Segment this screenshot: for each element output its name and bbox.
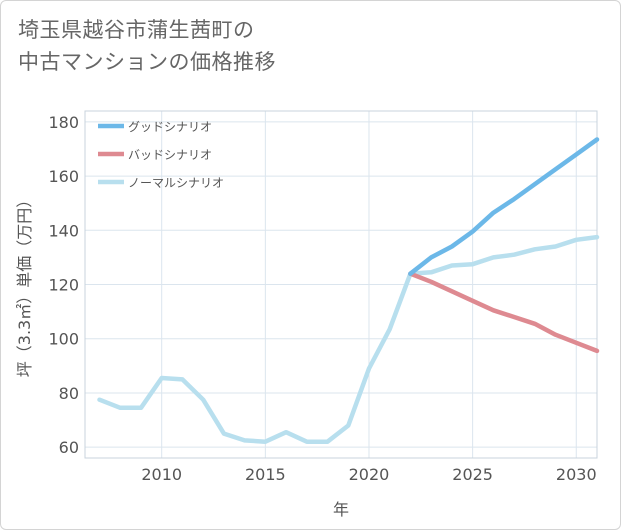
chart-title-line1: 埼玉県越谷市蒲生茜町の [18,18,255,42]
y-tick-label: 80 [59,384,79,403]
y-tick-label: 180 [48,113,79,132]
series-line-2 [97,234,600,444]
legend-label-0: グッドシナリオ [128,120,212,134]
chart-title: 埼玉県越谷市蒲生茜町の 中古マンションの価格推移 [18,14,276,78]
legend-label-2: ノーマルシナリオ [128,176,224,190]
plot-border [84,110,598,459]
y-tick-label: 100 [48,330,79,349]
y-tick-label: 60 [59,438,79,457]
x-axis-label: 年 [333,500,349,519]
x-tick-label: 2030 [556,465,597,484]
series-line-0 [408,137,600,276]
grid-lines [85,111,597,458]
y-tick-label: 120 [48,276,79,295]
series-group [97,137,600,444]
y-tick-label: 160 [48,167,79,186]
x-tick-label: 2025 [452,465,493,484]
axis-ticks: 2010 2015 2020 2025 2030 60 80 100 120 140 160 180 [48,113,596,484]
series-line-1 [408,271,600,354]
x-tick-label: 2020 [349,465,390,484]
x-tick-label: 2010 [141,465,182,484]
legend-label-1: バッドシナリオ [128,148,212,162]
y-tick-label: 140 [48,221,79,240]
x-tick-label: 2015 [245,465,286,484]
y-axis-label: 坪（3.3㎡）単価（万円） [15,192,34,377]
chart-title-line2: 中古マンションの価格推移 [18,50,276,74]
